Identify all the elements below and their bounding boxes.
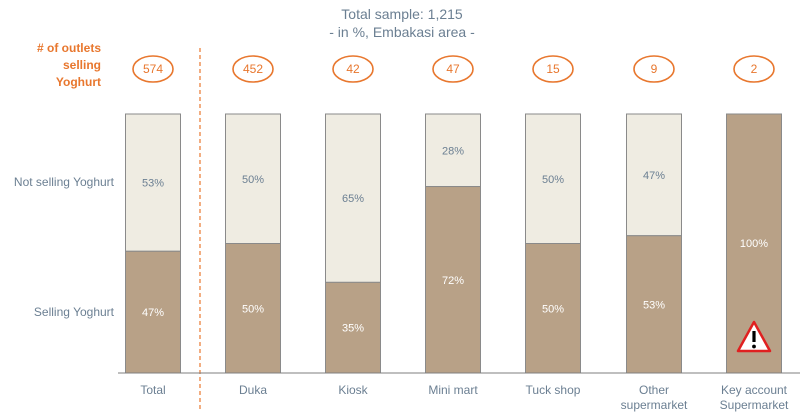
- outlet-count-value: 574: [143, 62, 163, 76]
- data-label-not-selling: 53%: [142, 178, 164, 190]
- outlet-count-circle: [532, 55, 574, 83]
- data-label-selling: 35%: [342, 323, 364, 335]
- bar-segment-not-selling: [626, 113, 682, 237]
- x-axis-labels: Total Duka Kiosk Mini mart Tuck shop Othersup…: [140, 383, 789, 412]
- data-label-not-selling: 50%: [242, 174, 264, 186]
- outlet-count-value: 2: [751, 62, 758, 76]
- bar-segment-selling: [425, 186, 481, 374]
- x-tick-label: Supermarket: [720, 398, 789, 412]
- data-label-selling: 50%: [242, 303, 264, 315]
- x-tick-label: supermarket: [621, 398, 688, 412]
- outlet-count-value: 47: [446, 62, 460, 76]
- outlets-label-line: Yoghurt: [56, 75, 101, 89]
- data-label-not-selling: 65%: [342, 193, 364, 205]
- x-tick-label: Mini mart: [428, 383, 478, 397]
- outlet-count-circle: [733, 55, 775, 83]
- x-tick-label: Key account: [721, 383, 788, 397]
- bars-group: 53% 47% 50% 50% 65% 35% 28% 72% 50% 50% 47% 53% 100%: [125, 113, 782, 374]
- outlets-label-line: selling: [63, 58, 101, 72]
- data-label-selling: 100%: [740, 238, 768, 250]
- outlets-label: # of outlets selling Yoghurt: [37, 41, 101, 89]
- x-tick-label: Total: [140, 383, 165, 397]
- bar-segment-not-selling: [225, 113, 281, 244]
- outlet-count-circle: [633, 55, 675, 83]
- bar-segment-selling: [125, 250, 181, 374]
- bar-segment-not-selling: [525, 113, 581, 244]
- row-label-selling: Selling Yoghurt: [34, 305, 115, 319]
- row-label-not-selling: Not selling Yoghurt: [14, 175, 115, 189]
- outlet-count-circle: [232, 55, 274, 83]
- outlet-counts: 574 452 42 47 15 9 2: [132, 55, 775, 83]
- bar-segment-selling: [626, 235, 682, 374]
- warning-icon: [736, 320, 772, 353]
- x-tick-label: Kiosk: [338, 383, 368, 397]
- outlet-count-value: 452: [243, 62, 263, 76]
- outlet-count-circle: [332, 55, 374, 83]
- outlet-count-circle: [432, 55, 474, 83]
- outlet-count-circle: [132, 55, 174, 83]
- outlet-count-value: 9: [651, 62, 658, 76]
- chart-subtitle-sample: Total sample: 1,215: [341, 6, 463, 22]
- data-label-selling: 53%: [643, 299, 665, 311]
- chart-subtitle-area: - in %, Embakasi area -: [329, 24, 475, 40]
- data-label-not-selling: 47%: [643, 170, 665, 182]
- outlet-count-value: 15: [546, 62, 560, 76]
- outlets-label-line: # of outlets: [37, 41, 101, 55]
- x-tick-label: Other: [639, 383, 669, 397]
- x-tick-label: Duka: [239, 383, 267, 397]
- data-label-selling: 72%: [442, 275, 464, 287]
- data-label-selling: 47%: [142, 307, 164, 319]
- data-label-not-selling: 28%: [442, 145, 464, 157]
- data-label-selling: 50%: [542, 303, 564, 315]
- outlet-count-value: 42: [346, 62, 360, 76]
- x-tick-label: Tuck shop: [526, 383, 581, 397]
- data-label-not-selling: 50%: [542, 174, 564, 186]
- bar-segment-selling: [525, 243, 581, 374]
